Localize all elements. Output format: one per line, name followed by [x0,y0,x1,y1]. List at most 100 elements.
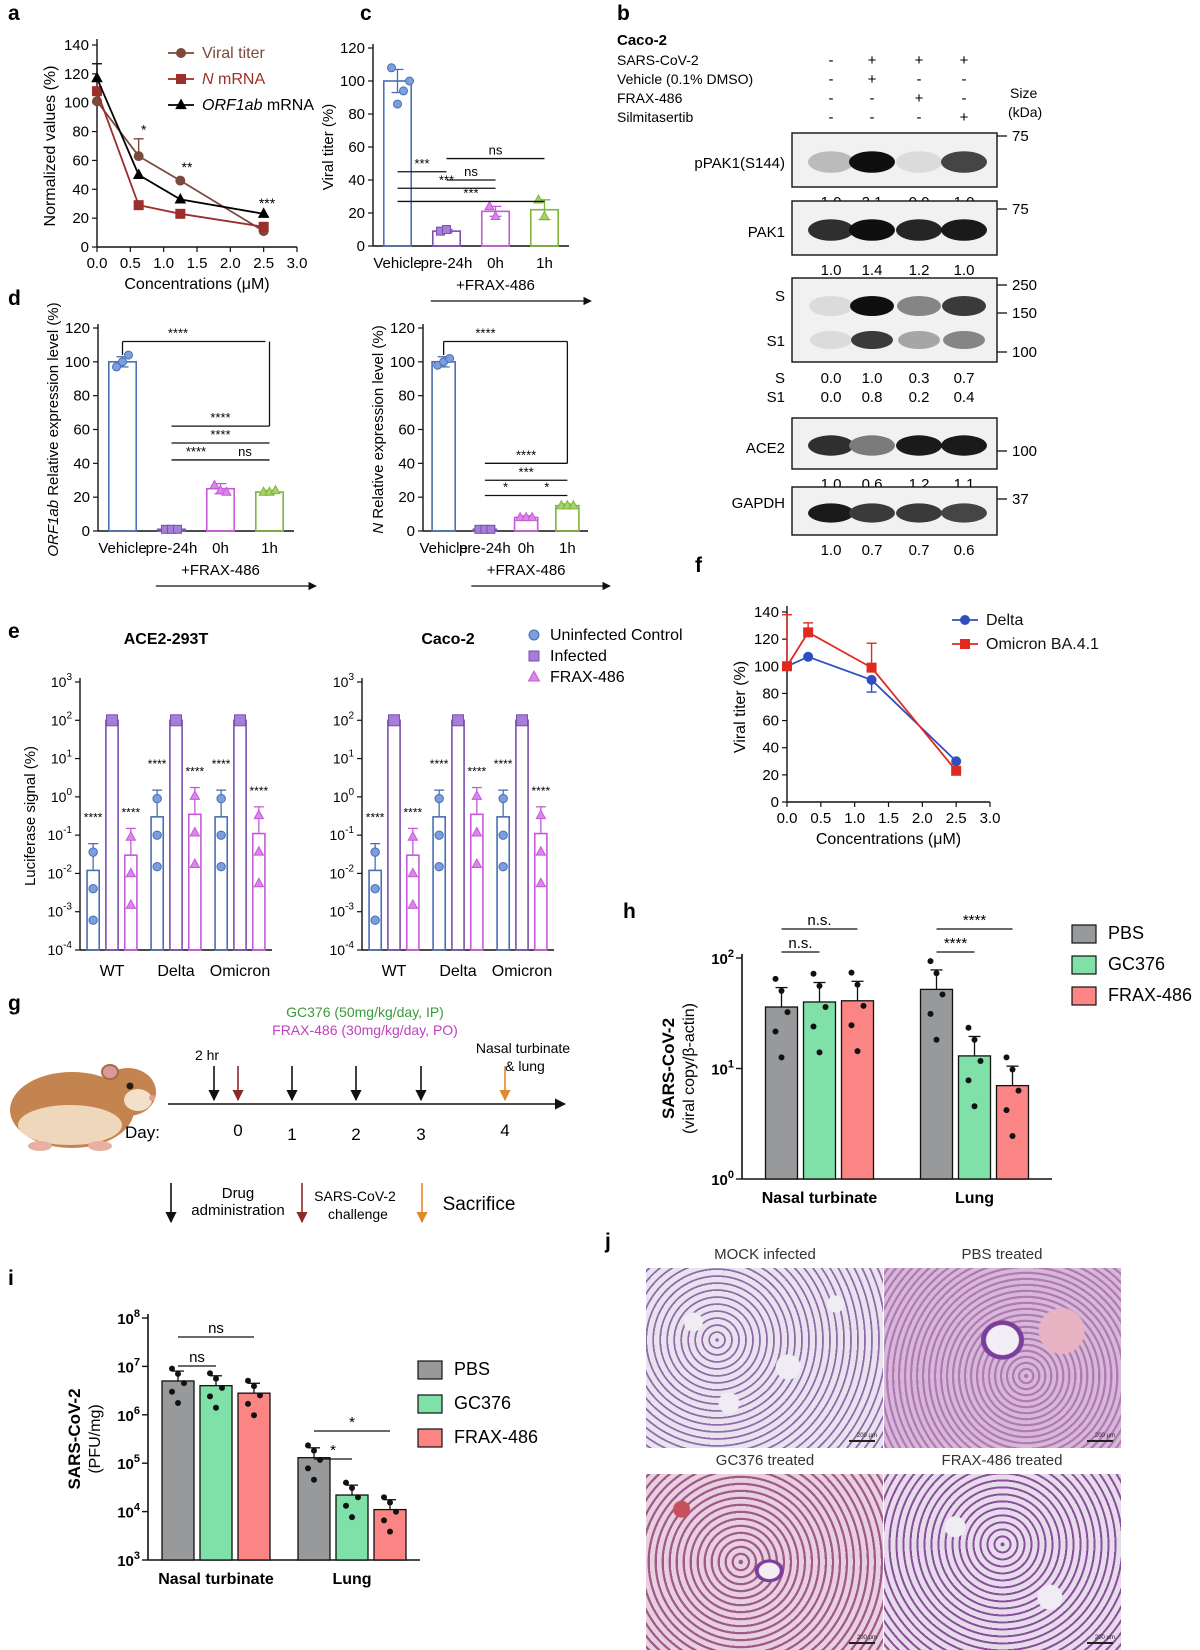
blot-band [943,331,985,349]
y-tick-label: 0 [357,238,365,255]
data-point [778,987,785,994]
x-tick-label: 0h [487,255,504,272]
tick-base: 10 [330,827,346,843]
significance-label: * [544,479,549,494]
y-tick-label: 80 [762,685,779,702]
data-point [977,1057,984,1064]
histology-image-gc376: 200 μm [646,1474,883,1650]
y-tick-label: 140 [754,604,779,621]
x-tick-label: Nasal turbinate [762,1190,878,1207]
bar [199,1385,233,1561]
tick-base: 10 [51,751,67,767]
data-point [927,958,934,965]
x-tick-label: Lung [332,1571,371,1588]
data-point [257,1392,263,1399]
data-point [245,1400,251,1407]
blot-band [897,296,941,316]
legend-marker [176,48,186,58]
data-point [124,350,133,360]
x-tick-label: 2.0 [220,255,241,272]
blot-band [896,219,942,241]
y-tick-label: 101 [51,749,73,767]
data-point [933,970,940,977]
x-tick-label: Vehicle [373,255,421,272]
data-point [810,1023,817,1030]
bar [451,719,465,951]
data-point [471,826,483,837]
y-axis-title: Luciferase signal (%) [22,746,39,886]
data-point [173,524,182,534]
bar [387,719,401,951]
y-tick-label: 20 [72,210,89,227]
histology-image-mock: 200 μm [646,1268,883,1448]
series-line [96,77,264,215]
blot-band [809,296,853,316]
y-axis-title: Viral titer (%) [320,104,337,190]
data-point [848,969,855,976]
blot-band [810,331,852,349]
tick-exponent: 6 [134,1405,140,1417]
panel-letter-i: i [8,1267,14,1290]
data-point [933,1036,940,1043]
tick-base: 10 [51,674,67,690]
data-point [405,76,414,86]
y-tick-label: 100 [754,658,779,675]
blot-quant-value: 1.0 [821,262,842,279]
data-point [251,1412,257,1419]
data-point [305,1465,311,1472]
tick-exponent: 0 [66,787,72,798]
tick-base: 10 [117,1505,134,1522]
tick-exponent: 0 [728,1169,734,1181]
data-point [175,175,186,186]
blot-band [850,296,894,316]
x-tick-label: Lung [955,1190,994,1207]
legend-marker [960,615,970,625]
day-tick-label: 1 [287,1125,296,1144]
blot-band [808,503,854,523]
bar [995,1084,1030,1180]
data-point [317,1456,323,1463]
data-point [349,1484,355,1491]
tick-exponent: -4 [345,940,354,951]
significance-label: **** [430,757,449,771]
panel-letter-b: b [617,2,630,25]
panel-letter-j: j [604,1230,611,1253]
data-point [860,1002,867,1009]
legend-label-part: mRNA [214,71,266,88]
blot-band-label: S1 [767,333,785,350]
data-point [848,1022,855,1029]
legend-marker [175,98,187,110]
y-axis-title: Normalized values (%) [42,66,59,227]
data-point [175,1370,181,1377]
treatment-sign: + [915,52,924,69]
data-point [213,1404,219,1411]
y-tick-label: 102 [711,948,734,968]
size-marker-label: 250 [1012,277,1037,294]
y-tick-label: 10-3 [330,902,355,920]
tick-base: 10 [117,1311,134,1328]
data-point [471,858,483,868]
y-tick-label: 120 [390,320,415,337]
legend-label: FRAX-486 [454,1427,538,1447]
treatment-sign: - [962,71,967,88]
blot-quant-value: 1.0 [821,542,842,559]
data-point [118,357,127,367]
x-tick-label: 1h [536,255,553,272]
scale-bar-label: 200 μm [1094,1433,1115,1439]
x-tick-label: 0h [212,540,229,557]
x-tick-label: 1h [559,540,576,557]
bar [233,719,247,951]
data-point [125,867,137,878]
scale-bar [849,1440,875,1442]
data-point [452,714,464,727]
significance-label: **** [366,811,385,825]
blot-quant-value: 1.0 [862,370,883,387]
y-tick-label: 100 [390,354,415,371]
blot-band [896,151,942,173]
data-point [393,1508,399,1515]
data-point [175,208,186,219]
x-tick-label: pre-24h [421,255,473,272]
